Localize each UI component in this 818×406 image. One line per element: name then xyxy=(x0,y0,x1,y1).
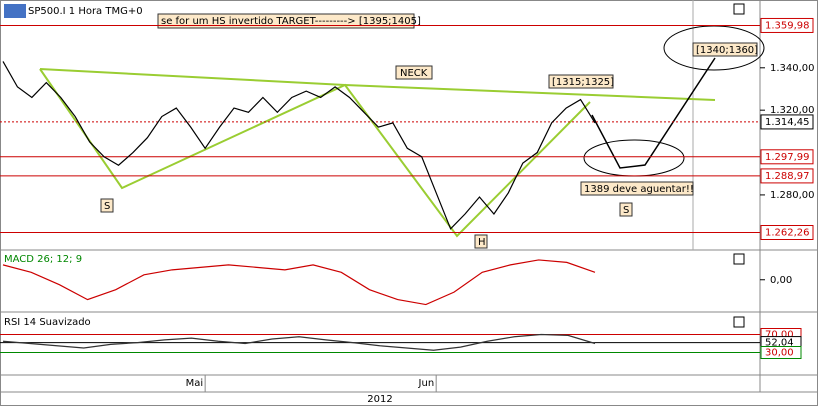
macd-line xyxy=(2,259,596,306)
close-button[interactable] xyxy=(733,316,745,328)
note: S xyxy=(623,205,629,216)
note: NECK xyxy=(400,68,428,79)
note: H xyxy=(478,237,486,248)
month-label: Mai xyxy=(186,378,204,389)
note: [1340;1360] xyxy=(696,45,758,56)
level-box xyxy=(760,114,814,130)
note-box xyxy=(157,13,415,29)
y-tick-label: 30,00 xyxy=(765,348,794,359)
panel-title[interactable]: RSI 14 Suavizado xyxy=(4,317,91,328)
level-label: 1.297,99 xyxy=(765,152,810,163)
y-tick-label: 1.320,00 xyxy=(770,105,815,116)
month-label: Jun xyxy=(418,378,435,389)
level-label: 1.314,45 xyxy=(765,117,810,128)
level-box xyxy=(760,225,814,240)
y-tick-label: 70,00 xyxy=(765,330,794,341)
panel-title[interactable]: MACD 26; 12; 9 xyxy=(4,254,82,265)
close-button[interactable] xyxy=(733,253,745,265)
y-tick-label: 0,00 xyxy=(770,275,792,286)
note-box xyxy=(692,42,758,57)
level-box xyxy=(760,346,802,359)
level-label: 1.262,26 xyxy=(765,228,810,239)
note: se for um HS invertido TARGET---------> … xyxy=(161,16,421,27)
note: [1315;1325] xyxy=(552,77,614,88)
level-label: 1.288,97 xyxy=(765,171,810,182)
note: 1389 deve aguentar!! xyxy=(584,184,694,195)
level-box xyxy=(760,149,814,165)
chart-title[interactable]: SP500.I 1 Hora TMG+0 xyxy=(28,6,143,17)
note-box xyxy=(100,198,114,213)
note-box xyxy=(474,234,488,249)
y-tick-label: 1.280,00 xyxy=(770,190,815,201)
y-tick-label: 52,04 xyxy=(765,338,794,349)
note-box xyxy=(619,202,633,217)
maximize-button[interactable] xyxy=(733,3,745,15)
note: S xyxy=(104,201,110,212)
zone-ellipse xyxy=(663,25,765,71)
logo xyxy=(4,4,26,18)
note-box xyxy=(580,181,694,196)
projection-line xyxy=(591,57,716,169)
y-tick-label: 1.340,00 xyxy=(770,63,815,74)
pattern-line xyxy=(39,68,591,238)
rsi-line xyxy=(2,333,596,351)
year-label: 2012 xyxy=(367,394,392,405)
level-box xyxy=(760,17,814,33)
price-line xyxy=(2,61,596,230)
note-box xyxy=(395,65,433,80)
note-box xyxy=(548,74,614,89)
level-box xyxy=(760,168,814,184)
level-label: 1.359,98 xyxy=(765,20,810,31)
